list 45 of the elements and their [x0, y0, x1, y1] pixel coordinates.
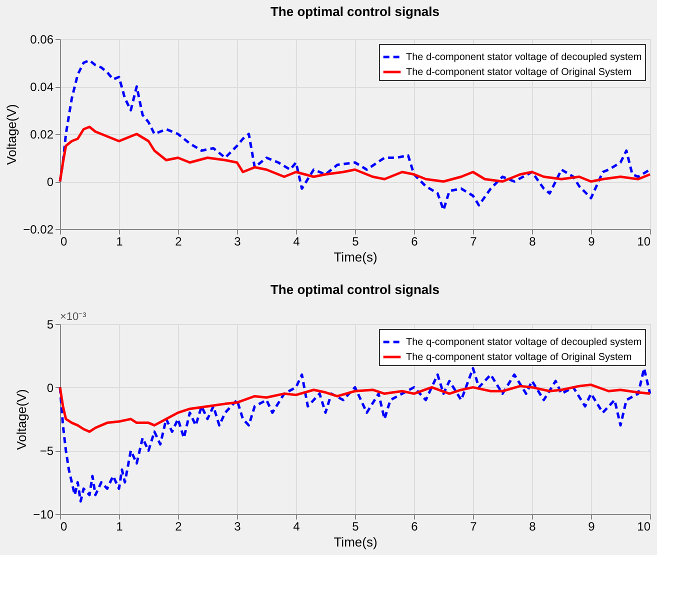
x-tick-label: 5	[352, 234, 360, 248]
x-tick-label: 10	[637, 520, 651, 534]
y-tick-label: 0	[46, 175, 54, 189]
x-tick-label: 8	[529, 520, 536, 534]
legend-label: The q-component stator voltage of Original System	[406, 352, 632, 363]
x-tick-label: 2	[175, 520, 182, 534]
y-tick-label: 0	[46, 380, 54, 395]
x-axis-title: Time(s)	[334, 534, 378, 550]
x-tick-label: 3	[234, 520, 242, 534]
x-tick-label: 1	[116, 234, 124, 248]
y-tick-label: 5	[46, 318, 54, 332]
legend-label: The d-component stator voltage of Original System	[406, 67, 632, 78]
legend-label: The q-component stator voltage of decoupled system	[406, 337, 642, 348]
x-tick-label: 2	[175, 234, 182, 248]
y-tick-label: 0.06	[30, 32, 54, 46]
y-axis-title: Voltage(V)	[14, 389, 30, 450]
x-tick-label: 1	[116, 520, 124, 534]
line-series	[58, 384, 652, 433]
chart-title: The optimal control signals	[270, 282, 440, 297]
x-tick-label: 4	[293, 234, 300, 248]
x-axis-title: Time(s)	[334, 250, 378, 264]
x-tick-label: 9	[588, 234, 596, 248]
chart-title: The optimal control signals	[270, 4, 440, 19]
x-tick-label: 0	[60, 234, 68, 248]
x-tick-label: 7	[470, 234, 478, 248]
x-tick-label: 6	[411, 520, 418, 534]
x-tick-label: 5	[352, 520, 360, 534]
x-tick-label: 8	[529, 234, 536, 248]
x-tick-label: 3	[234, 234, 242, 248]
y-tick-label: −0.02	[23, 222, 54, 236]
legend-label: The d-component stator voltage of decoupled system	[406, 52, 642, 63]
x-tick-label: 6	[411, 234, 418, 248]
y-tick-label: −10	[33, 508, 54, 522]
y-axis-title: Voltage(V)	[4, 104, 20, 165]
x-tick-label: 10	[637, 234, 651, 248]
y-tick-label: 0.04	[30, 80, 54, 94]
x-tick-label: 4	[293, 520, 300, 534]
x-tick-label: 0	[60, 520, 68, 534]
x-tick-label: 9	[588, 520, 596, 534]
text: ×10⁻³	[60, 311, 87, 323]
y-tick-label: 0.02	[30, 128, 54, 142]
y-tick-label: −5	[40, 444, 54, 458]
x-tick-label: 7	[470, 520, 478, 534]
line-series	[58, 367, 652, 503]
line-series	[58, 126, 652, 183]
